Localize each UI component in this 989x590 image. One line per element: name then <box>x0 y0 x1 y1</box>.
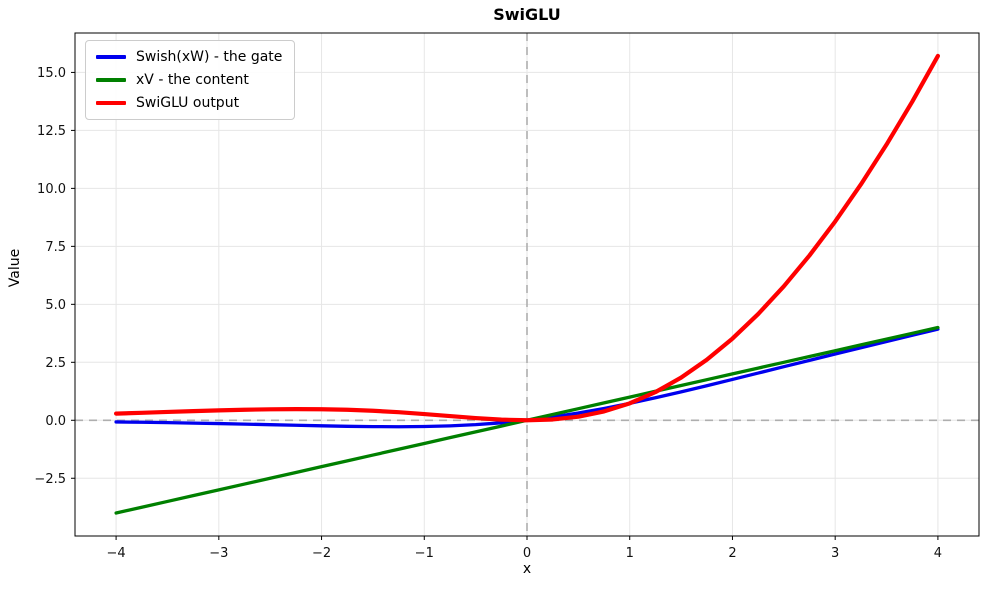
y-tick-label: 7.5 <box>45 240 66 255</box>
y-tick-label: 5.0 <box>45 298 66 313</box>
y-tick-label: 12.5 <box>37 124 66 139</box>
legend-item-output: SwiGLU output <box>96 95 282 111</box>
x-tick-label: 0 <box>523 546 531 561</box>
legend-item-swish: Swish(xW) - the gate <box>96 49 282 65</box>
y-tick-label: −2.5 <box>34 472 66 487</box>
legend-item-content: xV - the content <box>96 72 282 88</box>
y-axis-label: Value <box>7 248 23 288</box>
legend-label-content: xV - the content <box>136 72 249 88</box>
y-tick-label: 0.0 <box>45 414 66 429</box>
legend-line-green-icon <box>96 78 126 82</box>
x-tick-label: 4 <box>934 546 942 561</box>
x-tick-label: −2 <box>312 546 331 561</box>
curve-swiglu-output <box>113 53 941 423</box>
x-axis-label: x <box>522 561 532 577</box>
x-tick-label: −4 <box>107 546 126 561</box>
legend-line-red-icon <box>96 100 126 106</box>
y-tick-label: 10.0 <box>37 182 66 197</box>
legend-label-swish: Swish(xW) - the gate <box>136 49 283 65</box>
x-tick-label: 3 <box>831 546 839 561</box>
y-tick-label: 2.5 <box>45 356 66 371</box>
legend-line-blue-icon <box>96 55 126 59</box>
y-tick-label: 15.0 <box>37 66 66 81</box>
x-tick-label: 2 <box>728 546 736 561</box>
x-tick-label: −1 <box>415 546 434 561</box>
x-tick-label: −3 <box>209 546 228 561</box>
chart-title: SwiGLU <box>493 5 561 24</box>
legend: Swish(xW) - the gate xV - the content Sw… <box>85 40 296 120</box>
legend-label-output: SwiGLU output <box>136 95 240 111</box>
x-tick-label: 1 <box>626 546 634 561</box>
